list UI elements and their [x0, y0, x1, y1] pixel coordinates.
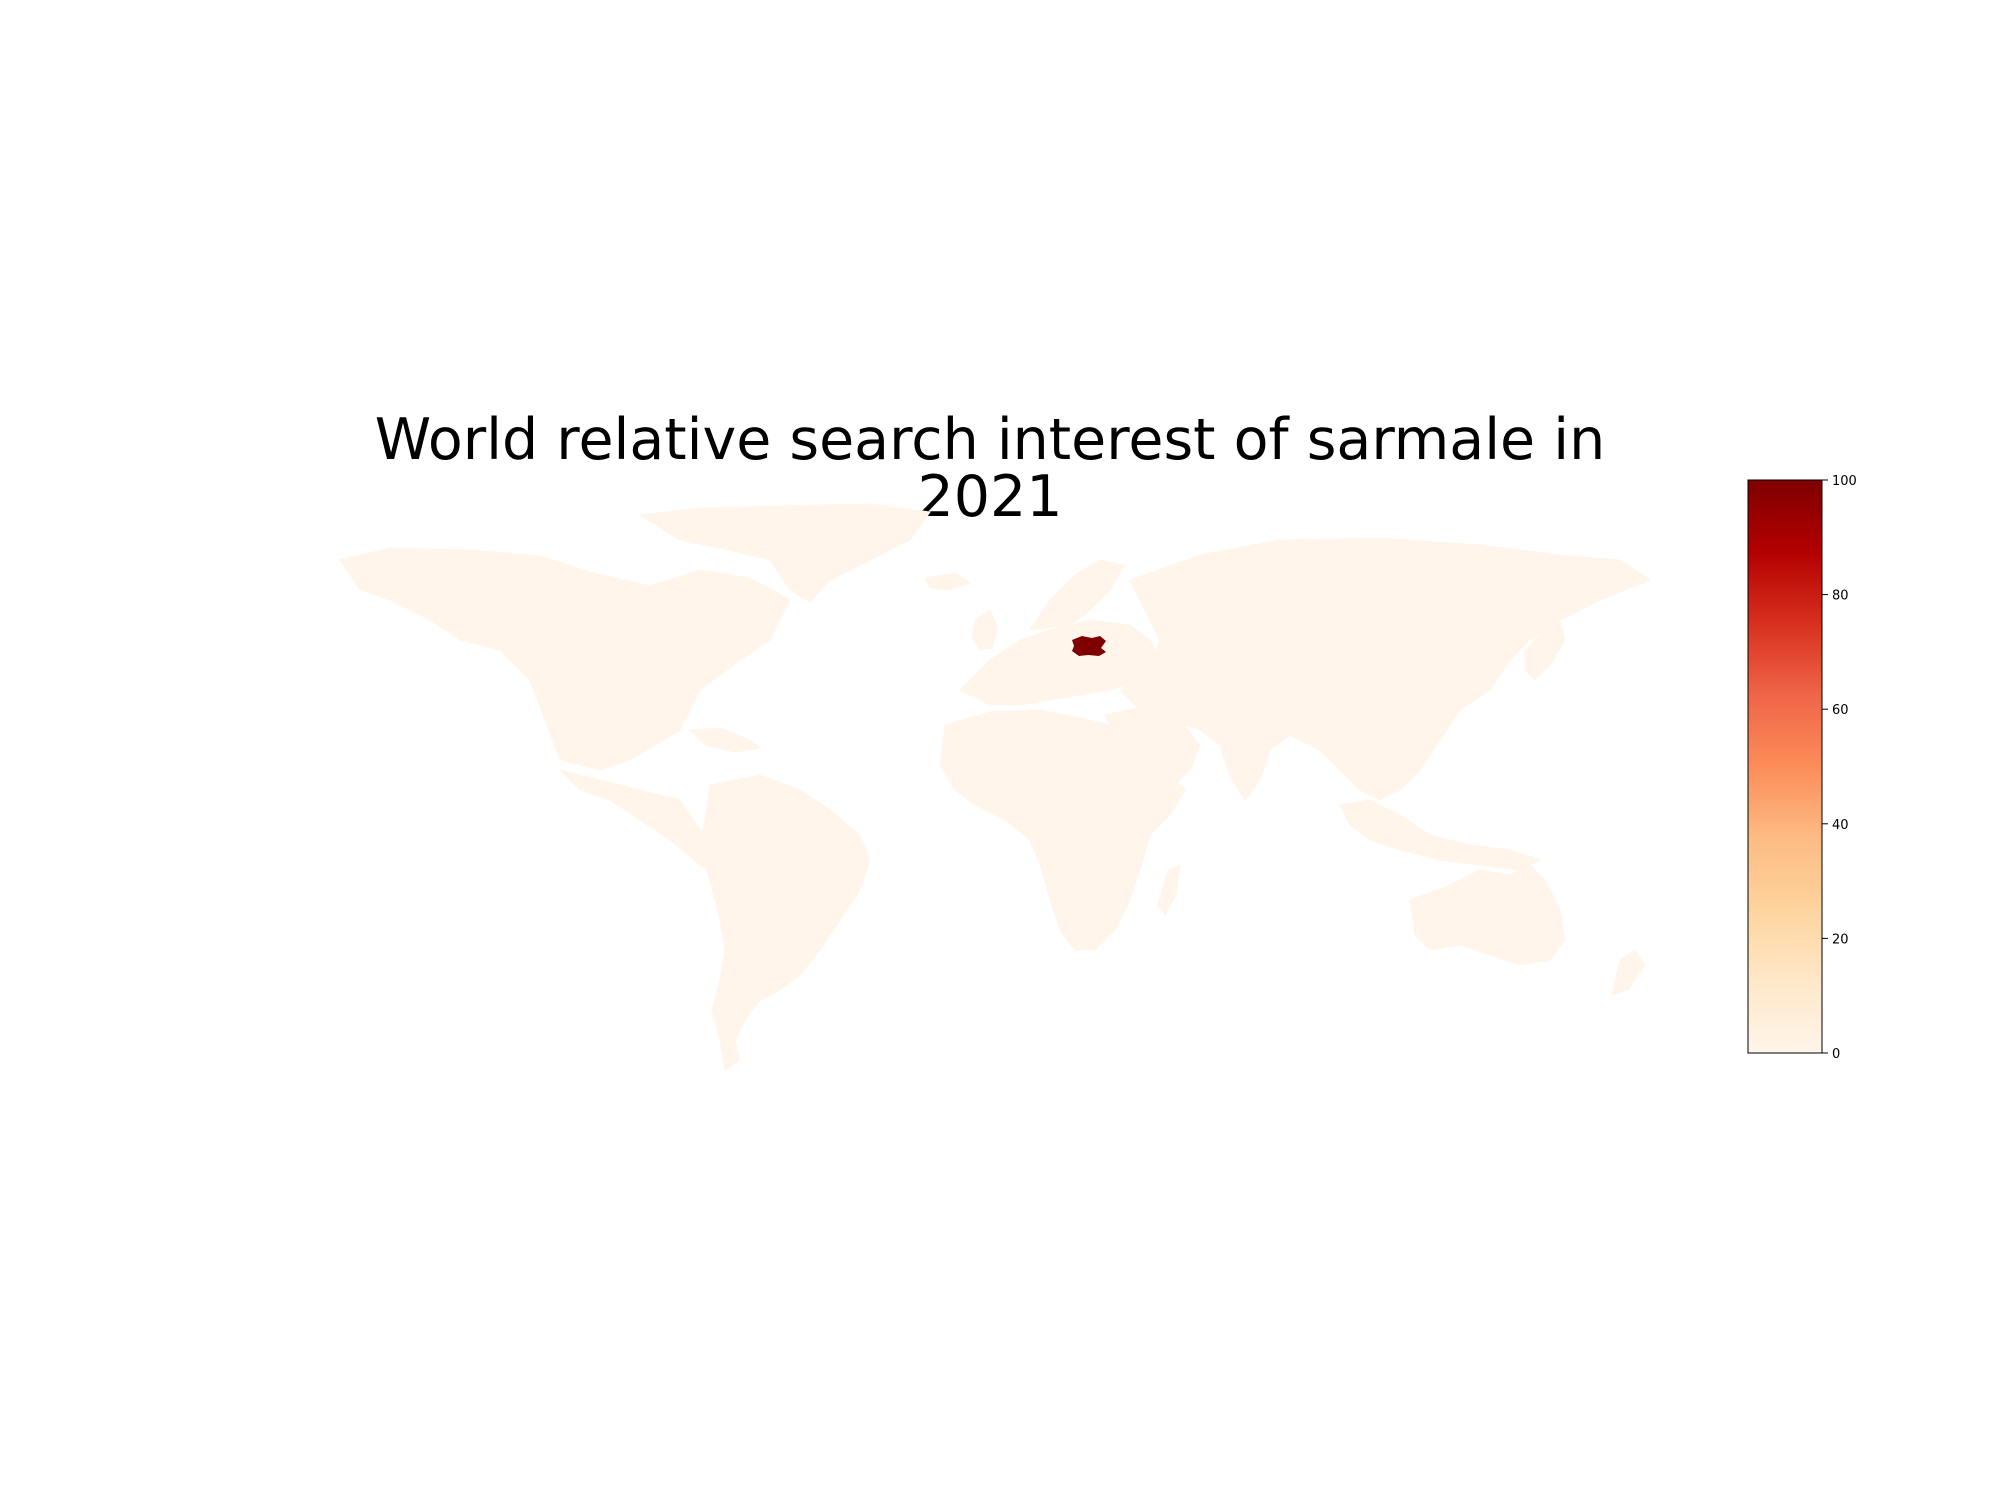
region-north-america [339, 547, 791, 771]
region-japan [1524, 619, 1566, 681]
highlight-layer [1072, 636, 1106, 656]
region-scandinavia [1028, 559, 1126, 631]
region-uk [971, 609, 999, 651]
region-africa [939, 709, 1186, 951]
colorbar-ticks: 0 20 40 60 80 100 [1822, 474, 1857, 1062]
colorbar-tick-label: 0 [1832, 1047, 1840, 1062]
region-south-america [699, 774, 871, 1071]
region-madagascar [1157, 864, 1181, 916]
region-caribbean [688, 727, 762, 753]
map-title: World relative search interest of sarmal… [374, 407, 1606, 530]
land-masses [339, 503, 1652, 1071]
region-australia [1409, 864, 1566, 966]
colorbar-tick-label: 20 [1832, 932, 1849, 947]
colorbar-tick-label: 80 [1832, 589, 1849, 604]
region-new-zealand [1611, 949, 1646, 996]
region-greenland [638, 503, 931, 603]
colorbar-tick-label: 60 [1832, 703, 1849, 718]
colorbar-gradient [1747, 479, 1823, 1054]
region-romania [1072, 636, 1106, 656]
colorbar-tick-label: 100 [1832, 474, 1857, 489]
region-iceland [924, 572, 972, 591]
colorbar-tick-label: 40 [1832, 818, 1849, 833]
